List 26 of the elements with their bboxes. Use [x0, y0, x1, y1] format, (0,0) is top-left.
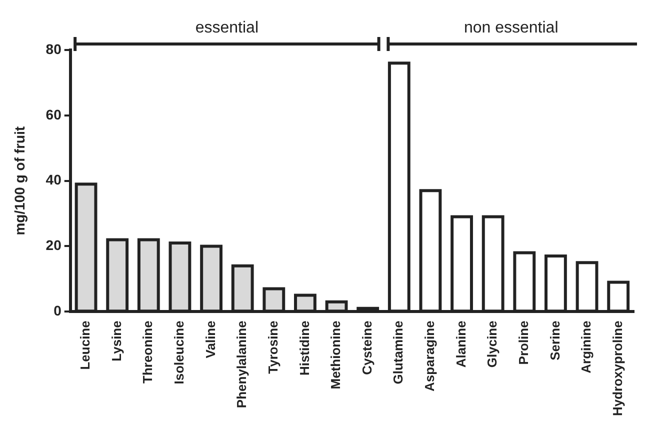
x-tick-label: Hydroxyproline: [610, 320, 625, 416]
x-tick-label: Alanine: [453, 320, 468, 368]
x-tick-label: Arginine: [578, 320, 594, 374]
y-tick-label: 80: [46, 40, 62, 57]
x-tick-label: Glycine: [484, 320, 500, 368]
text: essential: [195, 19, 259, 36]
x-tick-label: Isoleucine: [172, 320, 187, 384]
text: non essential: [464, 19, 558, 36]
x-tick-label: Valine: [202, 320, 218, 358]
x-tick-label: Methionine: [328, 320, 344, 390]
y-tick-label: 20: [46, 237, 62, 254]
x-tick-label: Proline: [516, 320, 531, 365]
x-tick-label: Threonine: [140, 320, 156, 384]
x-tick-label: Cysteine: [359, 320, 374, 375]
y-axis-title: mg/100 g of fruit: [11, 126, 28, 236]
y-tick-label: 40: [46, 172, 62, 188]
x-tick-label: Glutamine: [390, 320, 406, 384]
x-tick-label: Histidine: [296, 320, 312, 376]
x-tick-label: Serine: [547, 320, 562, 360]
x-tick-label: Leucine: [78, 320, 93, 370]
x-tick-label: Phenylalanine: [234, 320, 250, 408]
y-tick-label: 60: [46, 106, 62, 122]
x-tick-label: Tyrosine: [265, 320, 280, 374]
y-tick-label: 0: [54, 302, 62, 319]
x-tick-label: Lysine: [108, 320, 124, 362]
x-tick-label: Asparagine: [422, 320, 438, 392]
